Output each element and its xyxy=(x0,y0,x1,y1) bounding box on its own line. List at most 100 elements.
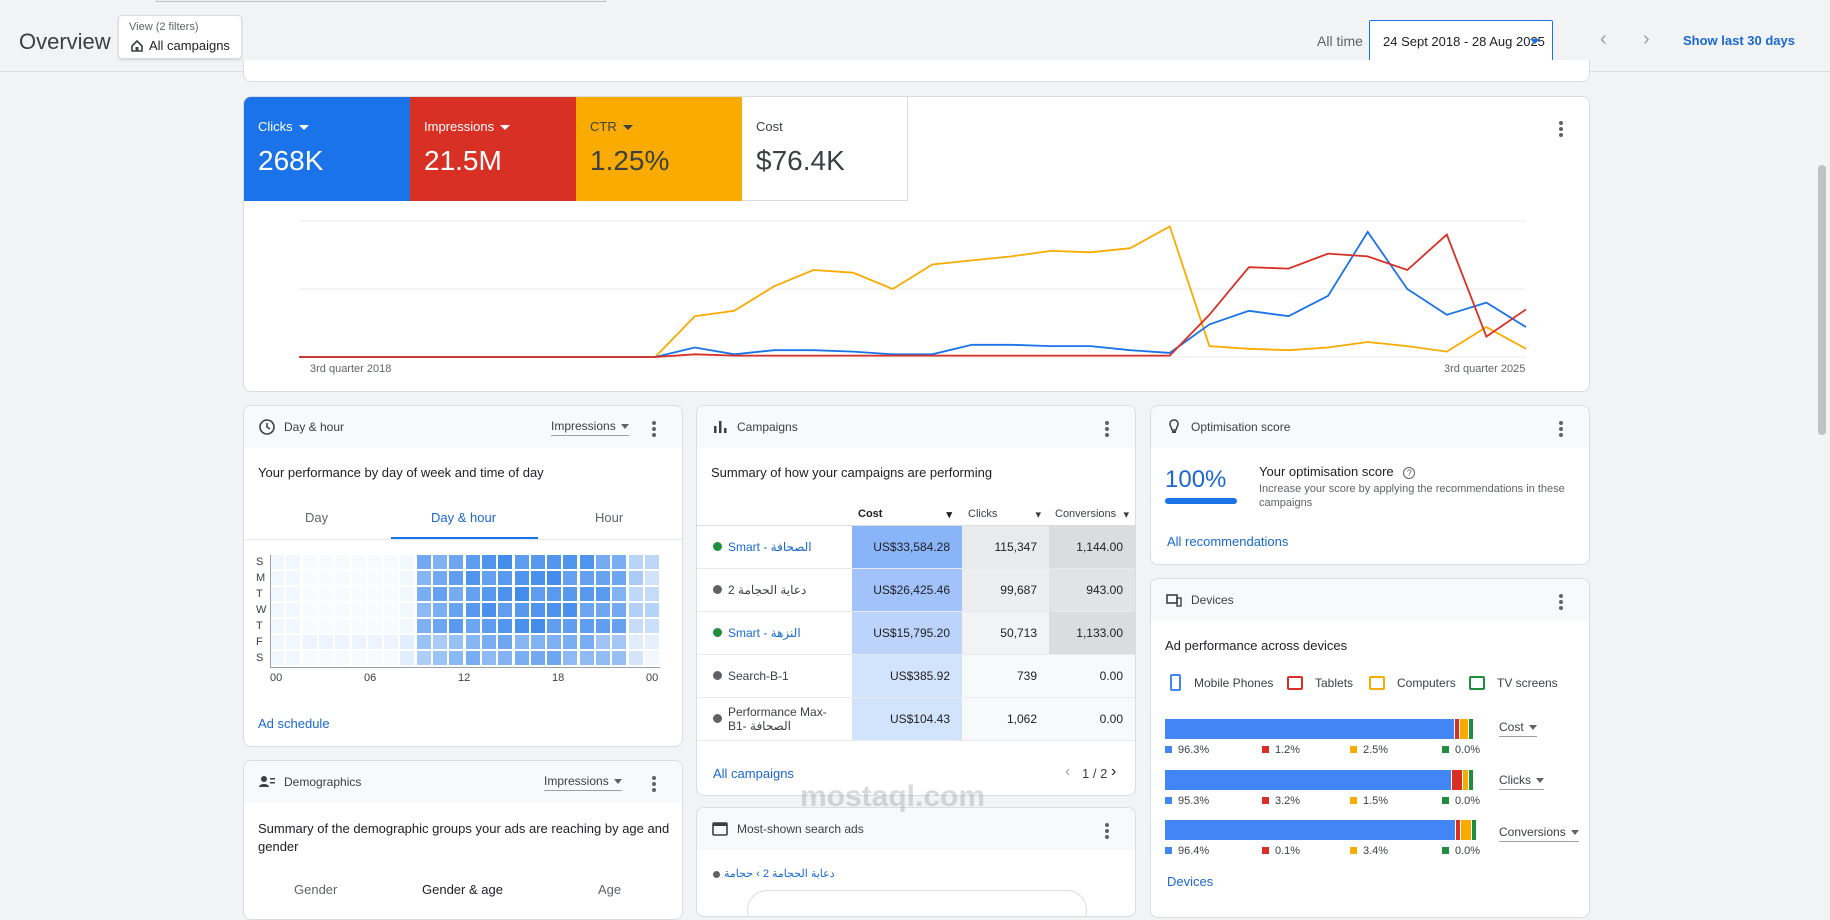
previous-period-icon[interactable]: ‹ xyxy=(1600,28,1607,50)
heatmap-cell[interactable] xyxy=(270,619,284,633)
heatmap-cell[interactable] xyxy=(433,587,447,601)
heatmap-cell[interactable] xyxy=(384,587,398,601)
heatmap-cell[interactable] xyxy=(384,603,398,617)
heatmap-cell[interactable] xyxy=(579,555,594,569)
heatmap-cell[interactable] xyxy=(400,603,415,617)
heatmap-cell[interactable] xyxy=(514,555,529,569)
heatmap-cell[interactable] xyxy=(352,619,366,633)
heatmap-cell[interactable] xyxy=(352,603,366,617)
heatmap-cell[interactable] xyxy=(449,619,464,633)
heatmap-cell[interactable] xyxy=(318,635,333,649)
pager-prev-icon[interactable]: ‹ xyxy=(1065,763,1071,780)
heatmap-cell[interactable] xyxy=(368,555,382,569)
heatmap-cell[interactable] xyxy=(303,587,317,601)
heatmap-cell[interactable] xyxy=(319,571,333,585)
campaign-name-cell[interactable]: Smart - الصحافة xyxy=(697,525,852,569)
heatmap-cell[interactable] xyxy=(368,571,382,585)
heatmap-cell[interactable] xyxy=(400,651,415,665)
heatmap-cell[interactable] xyxy=(563,587,578,601)
heatmap-cell[interactable] xyxy=(596,571,610,585)
heatmap-cell[interactable] xyxy=(286,571,301,585)
heatmap-cell[interactable] xyxy=(579,603,594,617)
heatmap-cell[interactable] xyxy=(416,603,431,617)
heatmap-cell[interactable] xyxy=(547,603,562,617)
heatmap-cell[interactable] xyxy=(352,651,366,665)
heatmap-cell[interactable] xyxy=(481,603,496,617)
more-options-icon[interactable] xyxy=(1559,594,1563,612)
heatmap-cell[interactable] xyxy=(644,603,659,617)
heatmap-cell[interactable] xyxy=(384,619,398,633)
heatmap-cell[interactable] xyxy=(481,555,496,569)
more-options-icon[interactable] xyxy=(1559,421,1563,439)
heatmap-cell[interactable] xyxy=(465,603,480,617)
heatmap-cell[interactable] xyxy=(335,651,349,665)
heatmap-cell[interactable] xyxy=(335,555,349,569)
ad-breadcrumb[interactable]: دعاية الحجامة 2 › حجامة xyxy=(713,867,835,880)
heatmap-cell[interactable] xyxy=(335,619,349,633)
heatmap-cell[interactable] xyxy=(514,571,529,585)
campaign-name-cell[interactable]: Search-B-1 xyxy=(697,654,852,698)
more-options-icon[interactable] xyxy=(652,421,656,439)
metric-dropdown[interactable]: Impressions xyxy=(551,419,629,436)
devices-link[interactable]: Devices xyxy=(1167,874,1214,889)
heatmap-cell[interactable] xyxy=(368,587,382,601)
heatmap-cell[interactable] xyxy=(628,555,643,569)
heatmap-cell[interactable] xyxy=(596,651,610,665)
heatmap-cell[interactable] xyxy=(433,651,447,665)
heatmap-cell[interactable] xyxy=(612,587,627,601)
heatmap-cell[interactable] xyxy=(596,603,610,617)
metric-dropdown[interactable]: Impressions xyxy=(544,774,622,791)
heatmap-cell[interactable] xyxy=(449,651,464,665)
heatmap-cell[interactable] xyxy=(514,651,529,665)
heatmap-cell[interactable] xyxy=(433,603,447,617)
tab-gender[interactable]: Gender xyxy=(294,882,338,897)
heatmap-cell[interactable] xyxy=(335,635,350,649)
device-row-conversions-dropdown[interactable]: Conversions xyxy=(1499,825,1579,842)
heatmap-cell[interactable] xyxy=(628,619,643,633)
heatmap-cell[interactable] xyxy=(270,635,284,649)
heatmap-cell[interactable] xyxy=(563,619,578,633)
heatmap-cell[interactable] xyxy=(498,571,513,585)
heatmap-cell[interactable] xyxy=(416,635,431,649)
heatmap-cell[interactable] xyxy=(303,619,317,633)
tab-gender-age[interactable]: Gender & age xyxy=(422,882,503,897)
heatmap-cell[interactable] xyxy=(433,555,447,569)
heatmap-cell[interactable] xyxy=(286,603,301,617)
heatmap-cell[interactable] xyxy=(644,587,659,601)
heatmap-cell[interactable] xyxy=(319,651,333,665)
pager-next-icon[interactable]: › xyxy=(1111,763,1117,780)
heatmap-cell[interactable] xyxy=(449,571,464,585)
heatmap-cell[interactable] xyxy=(579,635,594,649)
heatmap-cell[interactable] xyxy=(286,587,301,601)
heatmap-cell[interactable] xyxy=(481,619,496,633)
heatmap-cell[interactable] xyxy=(270,571,284,585)
heatmap-cell[interactable] xyxy=(367,635,382,649)
heatmap-cell[interactable] xyxy=(579,587,594,601)
heatmap-cell[interactable] xyxy=(384,651,398,665)
metric-clicks[interactable]: Clicks 268K xyxy=(244,97,410,201)
more-options-icon[interactable] xyxy=(1105,823,1109,841)
heatmap-cell[interactable] xyxy=(563,651,578,665)
heatmap-cell[interactable] xyxy=(579,619,594,633)
heatmap-cell[interactable] xyxy=(547,587,562,601)
heatmap-cell[interactable] xyxy=(352,587,366,601)
metric-cost[interactable]: Cost $76.4K xyxy=(742,97,908,201)
heatmap-cell[interactable] xyxy=(433,571,447,585)
heatmap-cell[interactable] xyxy=(270,651,284,665)
heatmap-cell[interactable] xyxy=(335,603,349,617)
heatmap-cell[interactable] xyxy=(628,603,643,617)
heatmap-cell[interactable] xyxy=(352,555,366,569)
more-options-icon[interactable] xyxy=(1559,121,1563,139)
heatmap-cell[interactable] xyxy=(530,587,545,601)
heatmap-cell[interactable] xyxy=(416,555,431,569)
metric-impressions[interactable]: Impressions 21.5M xyxy=(410,97,576,201)
heatmap-cell[interactable] xyxy=(416,619,431,633)
device-row-clicks-dropdown[interactable]: Clicks xyxy=(1499,773,1544,790)
heatmap-cell[interactable] xyxy=(400,555,415,569)
heatmap-cell[interactable] xyxy=(498,651,513,665)
heatmap-cell[interactable] xyxy=(596,587,610,601)
all-recommendations-link[interactable]: All recommendations xyxy=(1167,534,1289,549)
heatmap-cell[interactable] xyxy=(465,635,480,649)
heatmap-cell[interactable] xyxy=(270,603,284,617)
heatmap-cell[interactable] xyxy=(530,635,545,649)
